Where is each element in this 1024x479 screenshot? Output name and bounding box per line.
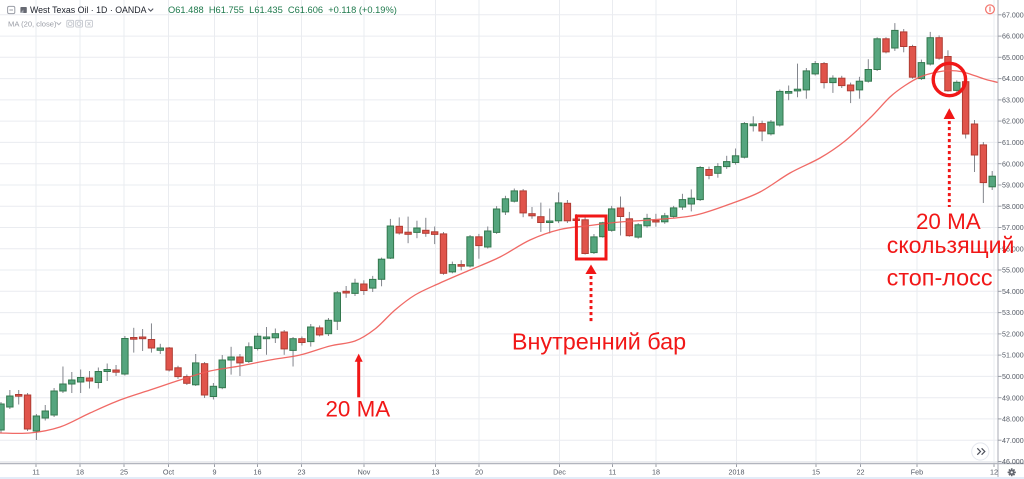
svg-text:20: 20 — [475, 467, 483, 476]
svg-text:50.000: 50.000 — [1002, 373, 1024, 381]
svg-text:15: 15 — [812, 467, 820, 476]
svg-text:2018: 2018 — [729, 467, 745, 476]
svg-text:49.000: 49.000 — [1002, 394, 1024, 402]
svg-text:Oct: Oct — [163, 467, 174, 476]
svg-text:13: 13 — [432, 467, 440, 476]
svg-text:Dec: Dec — [553, 467, 566, 476]
svg-text:61.000: 61.000 — [1002, 139, 1024, 147]
svg-text:11: 11 — [32, 467, 39, 476]
svg-text:West Texas Oil · 1D · OANDA: West Texas Oil · 1D · OANDA — [30, 5, 147, 15]
svg-text:Nov: Nov — [358, 467, 371, 476]
svg-text:18: 18 — [76, 467, 84, 476]
svg-text:16: 16 — [254, 467, 262, 476]
svg-text:65.000: 65.000 — [1002, 54, 1024, 62]
svg-text:MA (20, close): MA (20, close) — [8, 20, 57, 29]
svg-text:59.000: 59.000 — [1002, 182, 1024, 190]
svg-text:O61.488 H61.755 L61.435 C61: O61.488 H61.755 L61.435 C61.606 +0.118 (… — [168, 5, 397, 15]
svg-text:52.000: 52.000 — [1002, 331, 1024, 339]
svg-text:Внутренний бар: Внутренний бар — [512, 329, 686, 355]
svg-text:скользящий: скользящий — [887, 232, 1015, 258]
svg-text:63.000: 63.000 — [1002, 97, 1024, 105]
svg-text:48.000: 48.000 — [1002, 416, 1024, 424]
svg-text:23: 23 — [298, 467, 306, 476]
svg-text:62.000: 62.000 — [1002, 118, 1024, 126]
svg-text:53.000: 53.000 — [1002, 309, 1024, 317]
svg-text:12: 12 — [990, 467, 998, 476]
svg-text:58.000: 58.000 — [1002, 203, 1024, 211]
svg-text:56.000: 56.000 — [1002, 245, 1024, 253]
svg-text:47.000: 47.000 — [1002, 437, 1024, 445]
svg-text:60.000: 60.000 — [1002, 160, 1024, 168]
svg-text:9: 9 — [213, 467, 217, 476]
svg-text:54.000: 54.000 — [1002, 288, 1024, 296]
svg-text:57.000: 57.000 — [1002, 224, 1024, 232]
svg-text:20 MA: 20 MA — [916, 209, 981, 234]
svg-text:20 MA: 20 MA — [325, 397, 390, 422]
svg-text:18: 18 — [652, 467, 660, 476]
svg-text:46.000: 46.000 — [1002, 458, 1024, 466]
svg-text:22: 22 — [857, 467, 865, 476]
svg-text:67.000: 67.000 — [1002, 11, 1024, 19]
svg-text:11: 11 — [609, 467, 616, 476]
svg-text:25: 25 — [120, 467, 128, 476]
svg-text:51.000: 51.000 — [1002, 352, 1024, 360]
svg-text:55.000: 55.000 — [1002, 267, 1024, 275]
svg-text:66.000: 66.000 — [1002, 33, 1024, 41]
svg-text:64.000: 64.000 — [1002, 75, 1024, 83]
svg-text:Feb: Feb — [911, 467, 923, 476]
svg-text:стоп-лосс: стоп-лосс — [887, 264, 993, 290]
